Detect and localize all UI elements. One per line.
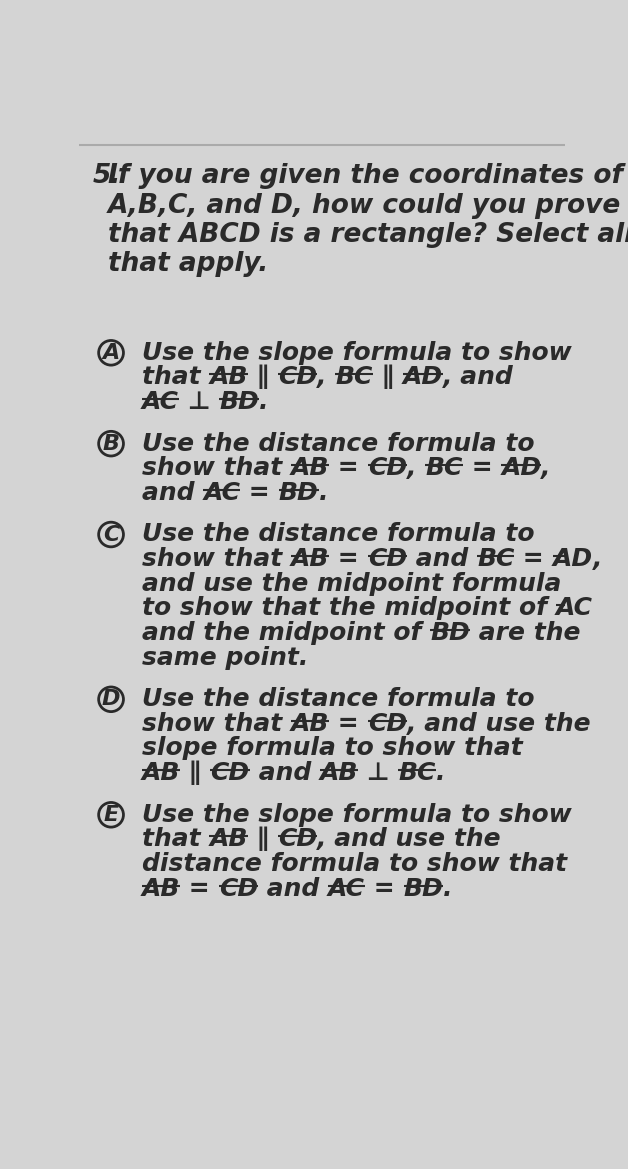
Text: =: = (180, 877, 219, 900)
Text: , and use the: , and use the (317, 828, 502, 851)
Text: are the: are the (470, 621, 580, 645)
Text: ∥: ∥ (180, 761, 210, 786)
Text: CD: CD (368, 547, 407, 572)
Text: ∥: ∥ (372, 365, 403, 389)
Text: E: E (104, 804, 119, 825)
Text: CD: CD (219, 877, 258, 900)
Text: , and: , and (443, 366, 514, 389)
Text: =: = (330, 547, 368, 572)
Text: Use the slope formula to show: Use the slope formula to show (142, 803, 572, 826)
Text: BD: BD (430, 621, 470, 645)
Text: CD: CD (278, 828, 317, 851)
Text: , and use the: , and use the (407, 712, 592, 735)
Text: BC: BC (398, 761, 436, 786)
Text: Use the slope formula to show: Use the slope formula to show (142, 340, 572, 365)
Text: and: and (258, 877, 328, 900)
Text: D: D (102, 690, 121, 710)
Text: ⊥: ⊥ (358, 761, 398, 786)
Text: and use the midpoint formula: and use the midpoint formula (142, 572, 561, 596)
Text: AC: AC (142, 390, 179, 414)
Text: ⊥: ⊥ (179, 390, 219, 414)
Text: BC: BC (477, 547, 514, 572)
Text: BD: BD (219, 390, 259, 414)
Text: BD: BD (279, 480, 318, 505)
Text: AB: AB (291, 547, 330, 572)
Text: AB: AB (209, 366, 248, 389)
Text: 5.: 5. (92, 164, 121, 189)
Text: =: = (241, 480, 279, 505)
Text: show that: show that (142, 712, 291, 735)
Text: =: = (463, 456, 501, 480)
Text: .: . (259, 390, 269, 414)
Text: AB: AB (320, 761, 358, 786)
Text: and: and (407, 547, 477, 572)
Text: and: and (249, 761, 320, 786)
Text: CD: CD (278, 366, 317, 389)
Text: BC: BC (335, 366, 372, 389)
Text: Use the distance formula to: Use the distance formula to (142, 523, 534, 546)
Text: AD: AD (553, 547, 593, 572)
Text: CD: CD (368, 712, 407, 735)
Text: and: and (142, 480, 203, 505)
Text: .: . (318, 480, 328, 505)
Text: AD: AD (501, 456, 541, 480)
Text: BC: BC (425, 456, 463, 480)
Text: show that: show that (142, 456, 291, 480)
Text: that: that (142, 828, 209, 851)
Text: AB: AB (209, 828, 248, 851)
Text: AC: AC (203, 480, 241, 505)
Text: .: . (436, 761, 445, 786)
Text: AB: AB (291, 712, 330, 735)
Text: that: that (142, 366, 209, 389)
Text: slope formula to show that: slope formula to show that (142, 736, 522, 761)
Text: distance formula to show that: distance formula to show that (142, 852, 567, 876)
Text: same point.: same point. (142, 645, 308, 670)
Text: =: = (330, 712, 368, 735)
Text: A,B,C, and D, how could you prove: A,B,C, and D, how could you prove (108, 193, 621, 219)
Text: that apply.: that apply. (108, 251, 268, 277)
Text: AC: AC (556, 596, 593, 621)
Text: to show that the midpoint of: to show that the midpoint of (142, 596, 556, 621)
Text: A: A (102, 343, 120, 362)
Text: BD: BD (404, 877, 443, 900)
Text: AC: AC (328, 877, 365, 900)
Text: ∥: ∥ (248, 365, 278, 389)
Text: ,: , (317, 366, 335, 389)
Text: show that: show that (142, 547, 291, 572)
Text: ,: , (593, 547, 602, 572)
Text: AB: AB (142, 877, 180, 900)
Text: =: = (514, 547, 553, 572)
Text: AB: AB (291, 456, 330, 480)
Text: If you are given the coordinates of: If you are given the coordinates of (108, 164, 623, 189)
Text: B: B (102, 434, 119, 454)
Text: =: = (365, 877, 404, 900)
Text: =: = (330, 456, 368, 480)
Text: and the midpoint of: and the midpoint of (142, 621, 430, 645)
Text: ,: , (407, 456, 425, 480)
Text: C: C (103, 525, 119, 545)
Text: ∥: ∥ (248, 826, 278, 851)
Text: CD: CD (210, 761, 249, 786)
Text: CD: CD (368, 456, 407, 480)
Text: ,: , (541, 456, 551, 480)
Text: .: . (443, 877, 453, 900)
Text: AD: AD (403, 366, 443, 389)
Text: that ABCD is a rectangle? Select all: that ABCD is a rectangle? Select all (108, 222, 628, 248)
Text: AB: AB (142, 761, 180, 786)
Text: Use the distance formula to: Use the distance formula to (142, 687, 534, 711)
Text: Use the distance formula to: Use the distance formula to (142, 431, 534, 456)
